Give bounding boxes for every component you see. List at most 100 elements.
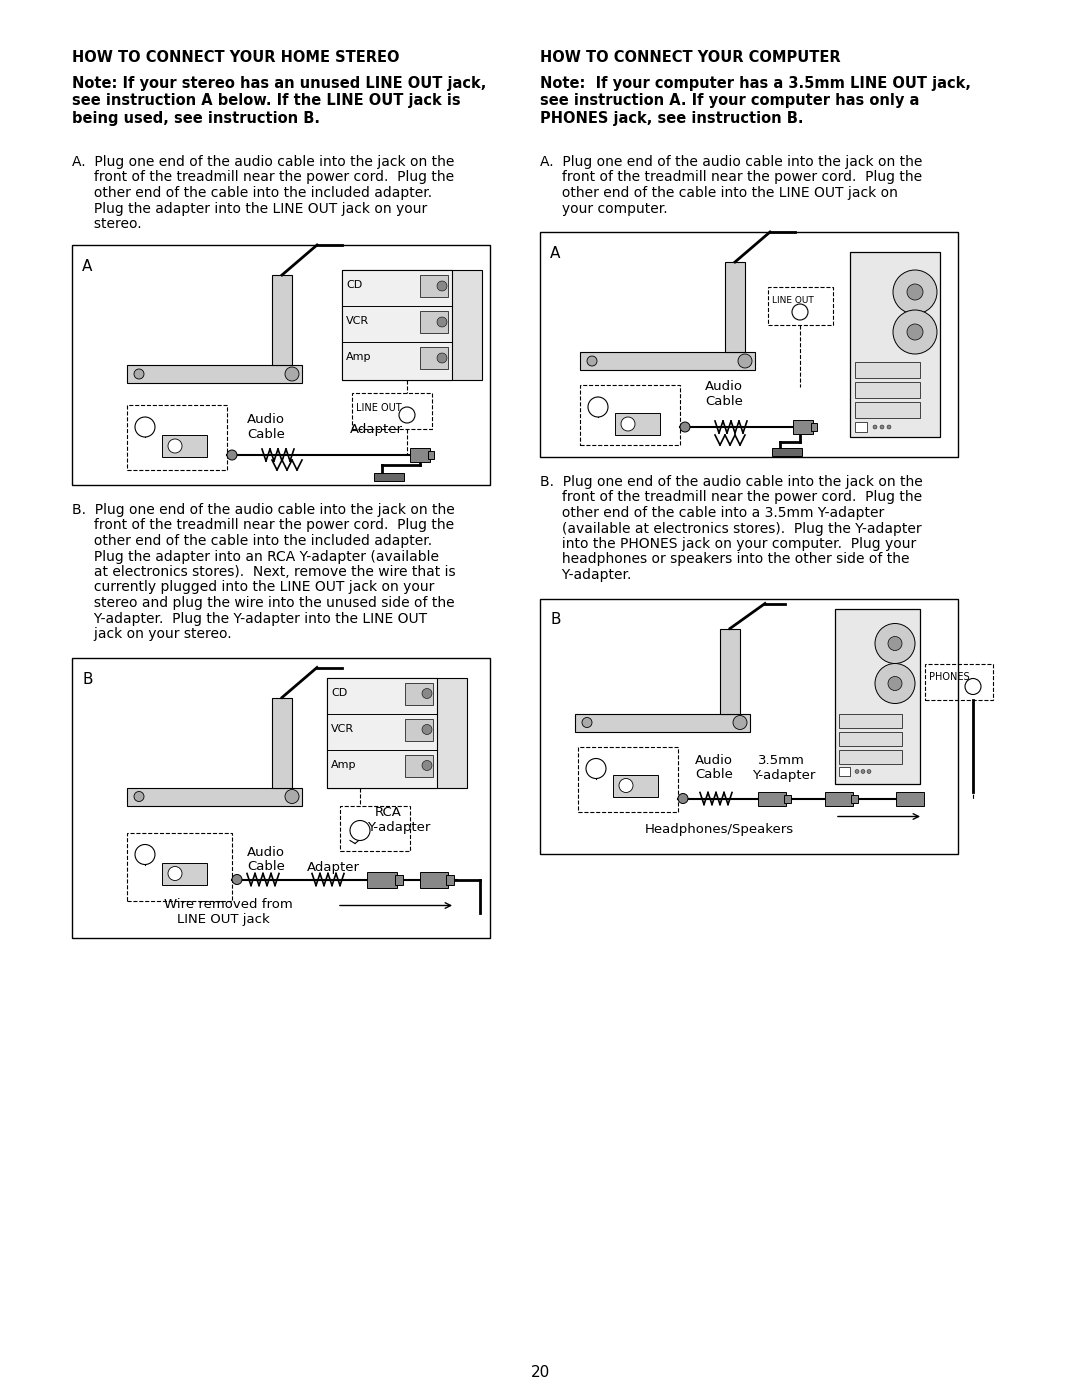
Bar — [127, 365, 302, 383]
Circle shape — [422, 760, 432, 771]
Text: 20: 20 — [530, 1365, 550, 1380]
Bar — [540, 598, 958, 854]
Circle shape — [588, 397, 608, 416]
Text: Audio: Audio — [705, 380, 743, 393]
Bar — [162, 862, 207, 884]
Text: Audio: Audio — [247, 845, 285, 859]
Bar — [420, 872, 448, 887]
Circle shape — [582, 718, 592, 728]
Circle shape — [134, 792, 144, 802]
Circle shape — [285, 367, 299, 381]
Bar — [127, 788, 302, 806]
Bar — [72, 658, 490, 937]
Circle shape — [168, 866, 183, 880]
Text: RCA: RCA — [375, 806, 402, 819]
Text: into the PHONES jack on your computer.  Plug your: into the PHONES jack on your computer. P… — [540, 536, 916, 550]
Circle shape — [588, 356, 597, 366]
Text: Adapter: Adapter — [350, 423, 403, 436]
Circle shape — [873, 425, 877, 429]
Bar — [575, 714, 750, 732]
Text: Cable: Cable — [705, 395, 743, 408]
Bar — [758, 792, 786, 806]
Text: Y-adapter.: Y-adapter. — [540, 569, 632, 583]
Text: stereo and plug the wire into the unused side of the: stereo and plug the wire into the unused… — [72, 597, 455, 610]
Bar — [839, 767, 850, 775]
Text: Audio: Audio — [696, 753, 733, 767]
Bar — [855, 402, 920, 418]
Circle shape — [285, 789, 299, 803]
Text: currently plugged into the LINE OUT jack on your: currently plugged into the LINE OUT jack… — [72, 581, 434, 595]
Bar — [395, 875, 403, 884]
Circle shape — [135, 416, 156, 437]
Bar — [835, 609, 920, 784]
Circle shape — [733, 715, 747, 729]
Circle shape — [621, 416, 635, 432]
Text: A.  Plug one end of the audio cable into the jack on the: A. Plug one end of the audio cable into … — [72, 155, 455, 169]
Bar — [127, 833, 232, 901]
Bar — [420, 346, 448, 369]
Bar — [446, 875, 454, 884]
Bar — [327, 678, 467, 788]
Bar — [850, 251, 940, 437]
Bar — [342, 270, 453, 380]
Text: Plug the adapter into the LINE OUT jack on your: Plug the adapter into the LINE OUT jack … — [72, 201, 428, 215]
Text: LINE OUT jack: LINE OUT jack — [177, 912, 270, 925]
Bar — [580, 386, 680, 446]
Circle shape — [880, 425, 885, 429]
Text: other end of the cable into a 3.5mm Y-adapter: other end of the cable into a 3.5mm Y-ad… — [540, 506, 885, 520]
Circle shape — [437, 353, 447, 363]
Bar — [855, 381, 920, 398]
Circle shape — [437, 281, 447, 291]
Circle shape — [888, 637, 902, 651]
Bar — [613, 774, 658, 796]
Text: Amp: Amp — [346, 352, 372, 362]
Bar — [839, 750, 902, 764]
Text: Y-adapter: Y-adapter — [367, 820, 430, 834]
Text: A: A — [82, 258, 93, 274]
Text: Plug the adapter into an RCA Y-adapter (available: Plug the adapter into an RCA Y-adapter (… — [72, 549, 438, 563]
Bar — [825, 792, 853, 806]
Text: Wire removed from: Wire removed from — [164, 897, 293, 911]
Bar — [839, 714, 902, 728]
Bar — [839, 732, 902, 746]
Text: (available at electronics stores).  Plug the Y-adapter: (available at electronics stores). Plug … — [540, 521, 921, 535]
Text: stereo.: stereo. — [72, 217, 141, 231]
Bar — [420, 275, 448, 298]
Text: your computer.: your computer. — [540, 201, 667, 215]
Circle shape — [399, 407, 415, 423]
Circle shape — [680, 422, 690, 432]
Bar — [272, 697, 292, 788]
Text: front of the treadmill near the power cord.  Plug the: front of the treadmill near the power co… — [540, 170, 922, 184]
Text: front of the treadmill near the power cord.  Plug the: front of the treadmill near the power co… — [72, 170, 454, 184]
Circle shape — [619, 778, 633, 792]
Text: Headphones/Speakers: Headphones/Speakers — [645, 823, 794, 837]
Bar — [405, 683, 433, 704]
Text: Cable: Cable — [696, 768, 733, 781]
Bar — [793, 420, 813, 434]
Bar — [784, 795, 791, 802]
Text: VCR: VCR — [330, 724, 354, 733]
Circle shape — [738, 353, 752, 367]
Bar — [578, 746, 678, 812]
Text: HOW TO CONNECT YOUR HOME STEREO: HOW TO CONNECT YOUR HOME STEREO — [72, 50, 400, 66]
Circle shape — [135, 845, 156, 865]
Bar — [851, 795, 858, 802]
Text: A.  Plug one end of the audio cable into the jack on the: A. Plug one end of the audio cable into … — [540, 155, 922, 169]
Circle shape — [168, 439, 183, 453]
Bar — [924, 664, 993, 700]
Circle shape — [875, 623, 915, 664]
Text: Cable: Cable — [247, 427, 285, 441]
Bar — [720, 629, 740, 714]
Bar — [410, 448, 430, 462]
Circle shape — [855, 770, 859, 774]
Bar — [772, 448, 802, 455]
Text: Amp: Amp — [330, 760, 356, 770]
Text: HOW TO CONNECT YOUR COMPUTER: HOW TO CONNECT YOUR COMPUTER — [540, 50, 840, 66]
Text: LINE OUT: LINE OUT — [356, 402, 402, 414]
Text: front of the treadmill near the power cord.  Plug the: front of the treadmill near the power co… — [540, 490, 922, 504]
Bar — [367, 872, 397, 887]
Circle shape — [893, 270, 937, 314]
Text: Adapter: Adapter — [307, 861, 360, 873]
Text: other end of the cable into the included adapter.: other end of the cable into the included… — [72, 534, 432, 548]
Circle shape — [861, 770, 865, 774]
